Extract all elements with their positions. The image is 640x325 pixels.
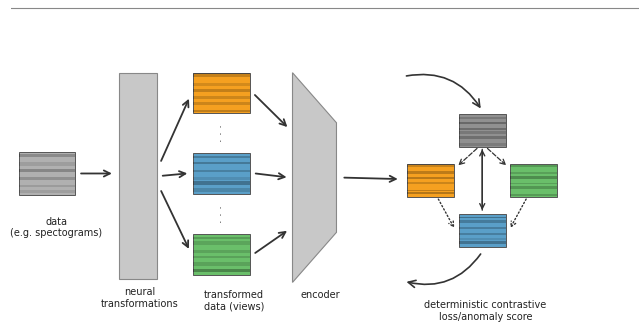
Bar	[193, 73, 250, 113]
Text: encoder: encoder	[300, 290, 340, 300]
Bar	[19, 162, 75, 166]
Bar	[193, 188, 250, 192]
Text: · · ·: · · ·	[216, 205, 227, 223]
Bar	[193, 89, 250, 92]
Bar	[193, 250, 250, 253]
Bar	[193, 170, 250, 172]
Bar	[19, 177, 75, 180]
Bar	[193, 241, 250, 245]
Bar	[459, 122, 506, 124]
Bar	[193, 262, 250, 266]
Bar	[407, 176, 454, 179]
Bar	[459, 128, 506, 130]
Bar	[193, 177, 250, 179]
Bar	[193, 102, 250, 105]
Bar	[19, 154, 75, 157]
Bar	[459, 117, 506, 119]
Bar	[510, 164, 557, 197]
Text: · · ·: · · ·	[216, 124, 227, 142]
Bar	[510, 173, 557, 174]
Bar	[19, 152, 75, 195]
Bar	[459, 238, 506, 240]
Bar	[193, 162, 250, 164]
Text: data
(e.g. spectograms): data (e.g. spectograms)	[10, 217, 102, 238]
Bar	[459, 233, 506, 235]
Bar	[407, 164, 454, 197]
Bar	[407, 182, 454, 184]
Bar	[510, 176, 557, 179]
Bar	[193, 73, 250, 77]
Bar	[459, 143, 506, 146]
Bar	[193, 256, 250, 258]
Bar	[459, 131, 506, 134]
Bar	[407, 189, 454, 191]
Bar	[407, 192, 454, 194]
Bar	[407, 171, 454, 174]
Bar	[407, 164, 454, 167]
Bar	[193, 83, 250, 86]
Bar	[193, 234, 250, 275]
Bar	[19, 185, 75, 187]
Text: transformed
data (views): transformed data (views)	[204, 290, 264, 312]
Bar	[459, 136, 506, 139]
Bar	[459, 241, 506, 244]
Bar	[510, 186, 557, 189]
Bar	[193, 269, 250, 272]
Bar	[19, 169, 75, 172]
Bar	[459, 227, 506, 229]
Bar	[193, 110, 250, 112]
Bar	[459, 114, 506, 147]
Bar	[459, 220, 506, 223]
Text: deterministic contrastive
loss/anomaly score: deterministic contrastive loss/anomaly s…	[424, 300, 547, 321]
Bar	[193, 153, 250, 193]
Bar	[193, 237, 250, 239]
Bar	[193, 156, 250, 158]
Bar	[19, 190, 75, 193]
Polygon shape	[292, 73, 337, 282]
Bar	[459, 216, 506, 218]
Bar	[193, 181, 250, 185]
Bar	[510, 165, 557, 167]
Bar	[119, 73, 157, 279]
Bar	[193, 96, 250, 99]
Bar	[459, 214, 506, 247]
Bar	[510, 183, 557, 184]
Text: neural
transformations: neural transformations	[101, 287, 179, 309]
Bar	[510, 194, 557, 196]
